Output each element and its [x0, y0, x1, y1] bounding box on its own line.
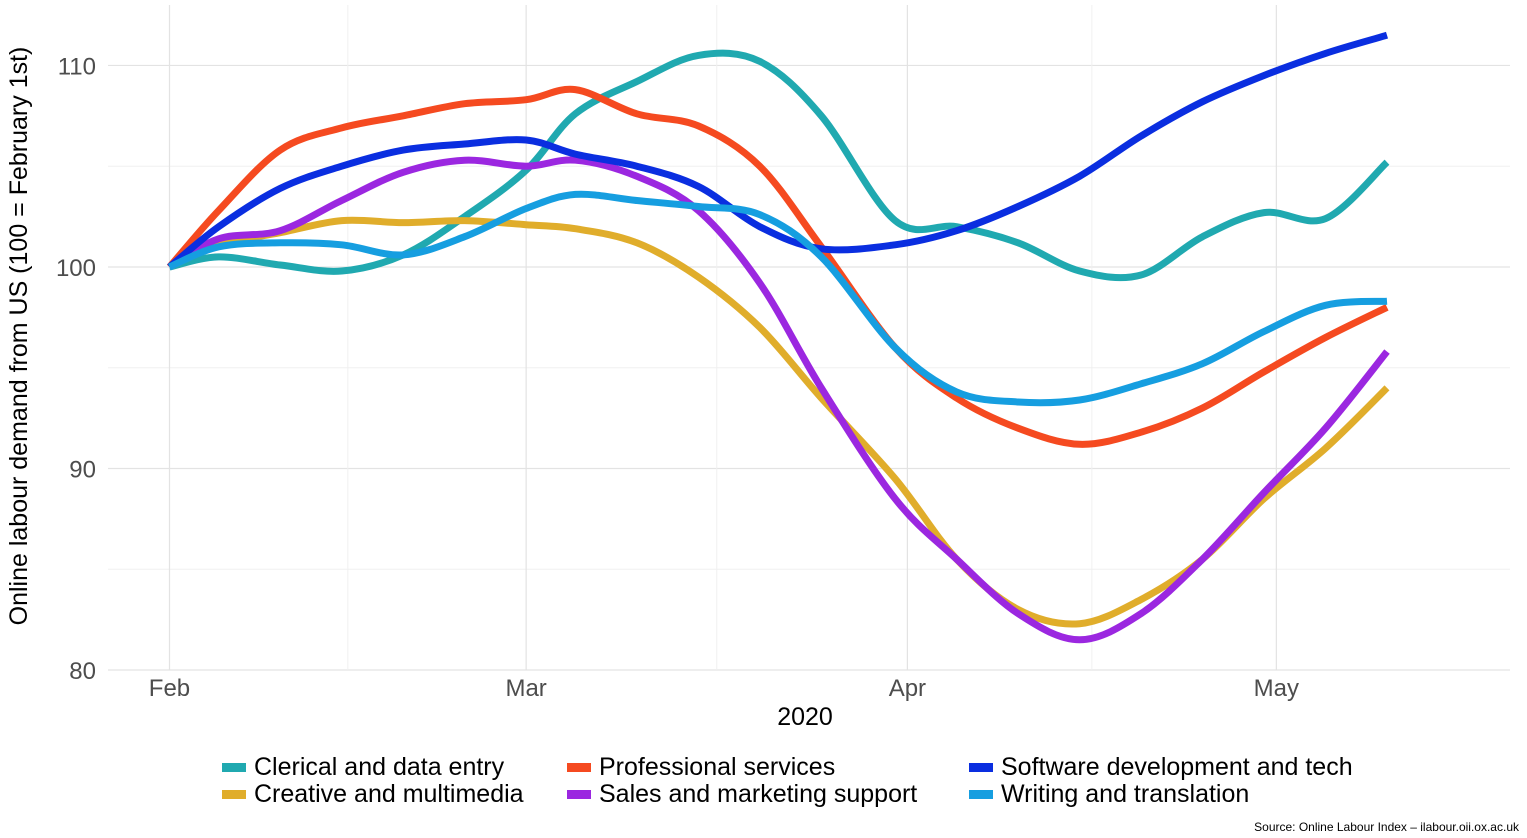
series-lines [166, 31, 1390, 644]
x-tick-labels: Feb Mar Apr May [149, 675, 1299, 702]
series-line-sales-and-marketing-support [167, 156, 1390, 644]
y-tick-labels: 80 90 100 110 [56, 53, 96, 685]
series-line-creative-and-multimedia [168, 216, 1390, 628]
legend-label: Clerical and data entry [254, 753, 505, 781]
legend-swatch [222, 790, 246, 799]
legend-swatch [969, 763, 993, 772]
x-tick-label: May [1254, 675, 1299, 702]
series-line-clerical-and-data-entry [168, 49, 1390, 282]
x-tick-label: Apr [889, 675, 926, 702]
legend-label: Professional services [599, 753, 836, 781]
legend-label: Software development and tech [1001, 753, 1353, 781]
legend-swatch [567, 790, 591, 799]
legend-swatch [222, 763, 246, 772]
series-line-professional-services [166, 85, 1389, 448]
legend-swatch [567, 763, 591, 772]
x-tick-label: Feb [149, 675, 190, 702]
legend-item-writing-and-translation: Writing and translation [969, 780, 1409, 808]
y-tick-label: 90 [69, 456, 96, 483]
y-tick-label: 100 [56, 255, 96, 282]
x-tick-label: Mar [505, 675, 546, 702]
x-axis-title: 2020 [777, 703, 833, 731]
y-tick-label: 80 [69, 658, 96, 685]
legend: Clerical and data entry Creative and mult… [222, 753, 1409, 808]
legend-label: Sales and marketing support [599, 780, 918, 808]
legend-label: Creative and multimedia [254, 780, 524, 808]
legend-item-professional-services: Professional services [567, 753, 969, 781]
legend-item-sales-and-marketing-support: Sales and marketing support [567, 780, 969, 808]
y-tick-label: 110 [58, 53, 96, 80]
series-line-software-development-and-tech [167, 31, 1389, 270]
legend-item-creative-and-multimedia: Creative and multimedia [222, 780, 567, 808]
legend-label: Writing and translation [1001, 780, 1250, 808]
legend-swatch [969, 790, 993, 799]
series-line-writing-and-translation [168, 190, 1388, 407]
source-note: Source: Online Labour Index – ilabour.oi… [1254, 820, 1519, 834]
legend-item-software-development-and-tech: Software development and tech [969, 753, 1409, 781]
legend-item-clerical-and-data-entry: Clerical and data entry [222, 753, 567, 781]
line-chart: 80 90 100 110 Feb Mar Apr May 2020 Online labo… [5, 5, 1510, 731]
y-axis-title: Online labour demand from US (100 = Febr… [5, 47, 33, 626]
gridlines [108, 5, 1510, 671]
